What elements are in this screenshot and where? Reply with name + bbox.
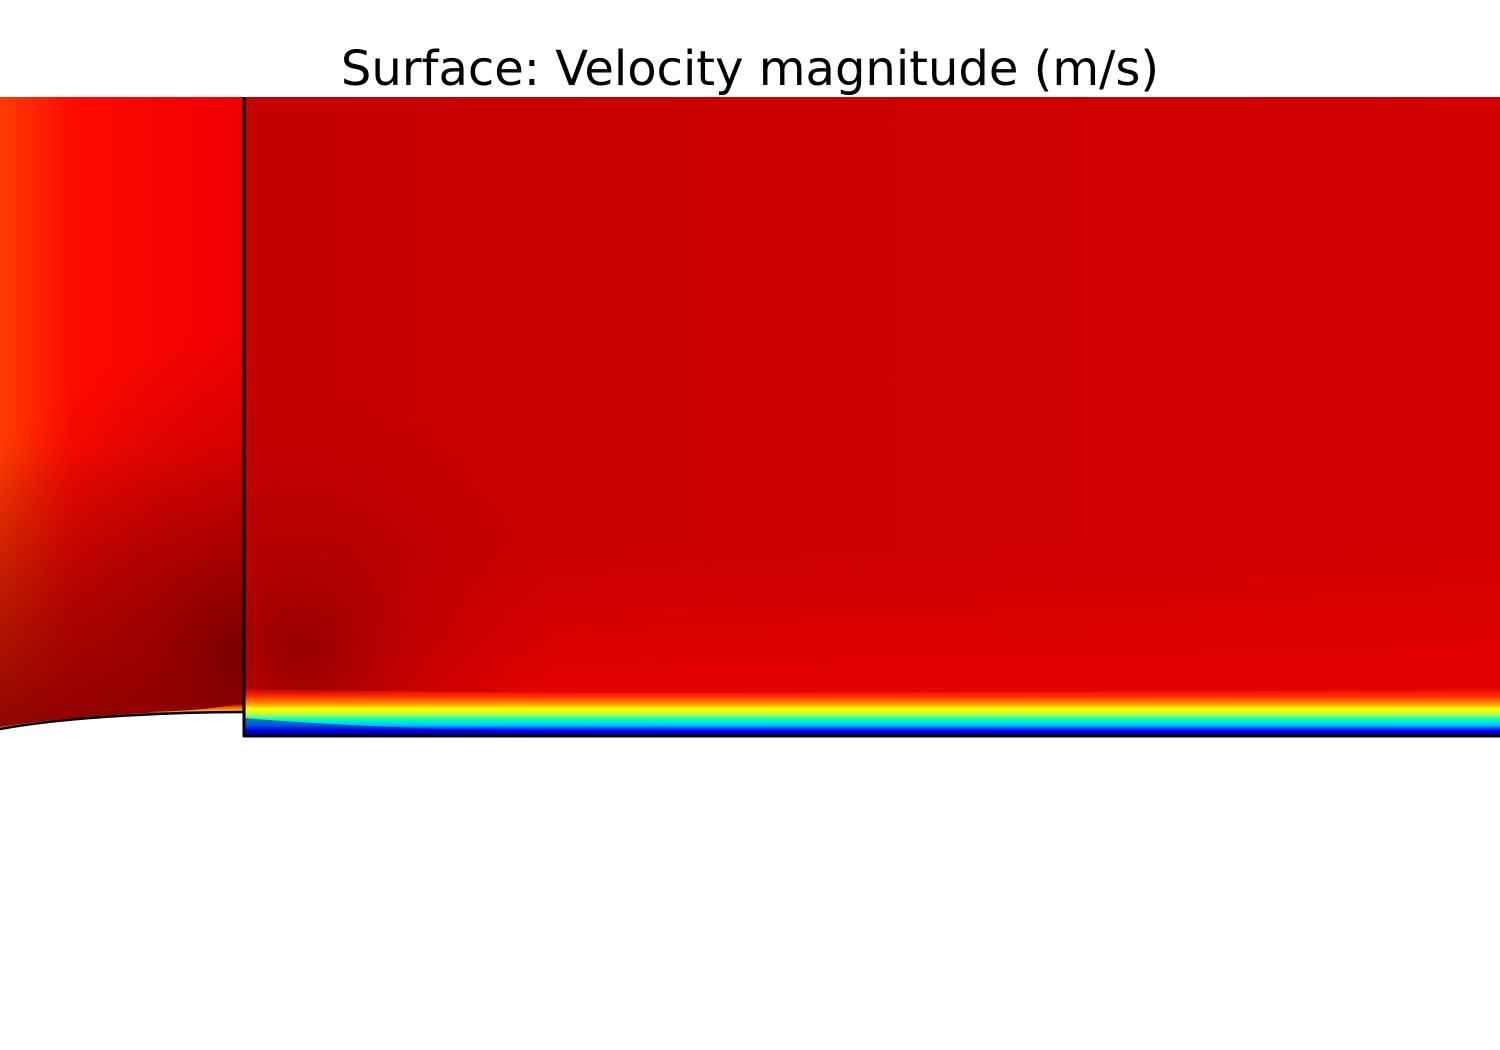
boundary-layer: [244, 688, 1500, 736]
channel-region: [244, 97, 1500, 736]
plot-title: Surface: Velocity magnitude (m/s): [340, 41, 1160, 97]
inlet-lip-edge: [0, 710, 245, 731]
geometry-edges: [0, 97, 1500, 738]
inlet-region: [0, 97, 244, 729]
